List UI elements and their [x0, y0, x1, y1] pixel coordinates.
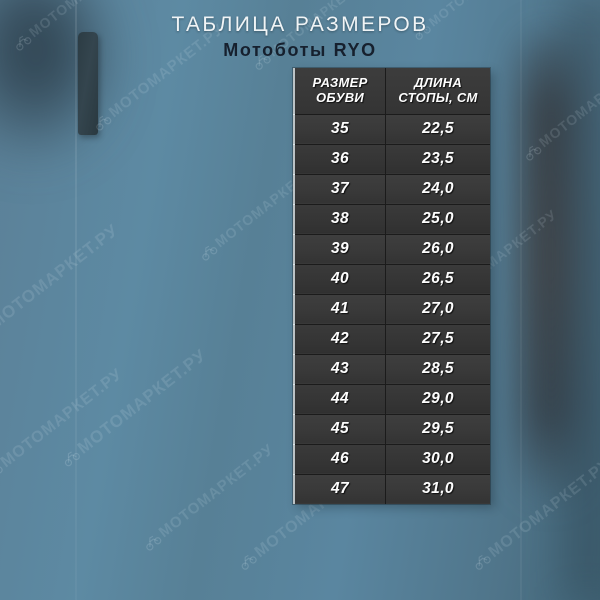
size-chart-table: РАЗМЕР ОБУВИ ДЛИНА СТОПЫ, СМ 35 22,5 36 23,…: [293, 68, 490, 504]
cell-foot-length: 28,5: [385, 354, 490, 385]
background-seam-left: [75, 0, 77, 600]
cell-foot-length: 29,5: [385, 414, 490, 445]
table-row: 37 24,0: [294, 174, 490, 205]
column-header-foot-length: ДЛИНА СТОПЫ, СМ: [385, 68, 490, 115]
background-edge-right: [566, 0, 600, 600]
cell-shoe-size: 40: [294, 264, 387, 295]
table-row: 41 27,0: [294, 294, 490, 325]
cell-shoe-size: 38: [294, 204, 387, 235]
table-row: 35 22,5: [294, 114, 490, 145]
cell-shoe-size: 45: [294, 414, 387, 445]
cell-shoe-size: 37: [294, 174, 387, 205]
column-header-foot-length-line1: ДЛИНА: [414, 75, 463, 91]
table-row: 47 31,0: [294, 474, 490, 504]
cell-shoe-size: 39: [294, 234, 387, 265]
table-header-row: РАЗМЕР ОБУВИ ДЛИНА СТОПЫ, СМ: [294, 68, 490, 115]
cell-foot-length: 23,5: [385, 144, 490, 175]
background-shadow-right: [520, 30, 582, 500]
table-row: 42 27,5: [294, 324, 490, 355]
cell-foot-length: 27,0: [385, 294, 490, 325]
cell-foot-length: 31,0: [385, 474, 490, 504]
table-row: 44 29,0: [294, 384, 490, 415]
column-header-foot-length-line2: СТОПЫ, СМ: [398, 89, 478, 105]
cell-foot-length: 29,0: [385, 384, 490, 415]
cell-shoe-size: 36: [294, 144, 387, 175]
table-row: 46 30,0: [294, 444, 490, 475]
boot-buckle-strap: [78, 32, 98, 135]
cell-shoe-size: 46: [294, 444, 387, 475]
cell-shoe-size: 47: [294, 474, 387, 504]
cell-shoe-size: 41: [294, 294, 387, 325]
column-header-shoe-size: РАЗМЕР ОБУВИ: [294, 68, 387, 115]
cell-shoe-size: 43: [294, 354, 387, 385]
table-row: 39 26,0: [294, 234, 490, 265]
table-row: 43 28,5: [294, 354, 490, 385]
background-seam-right: [520, 0, 522, 600]
cell-foot-length: 25,0: [385, 204, 490, 235]
cell-shoe-size: 42: [294, 324, 387, 355]
column-header-shoe-size-line2: ОБУВИ: [316, 89, 365, 105]
cell-shoe-size: 44: [294, 384, 387, 415]
table-row: 40 26,5: [294, 264, 490, 295]
cell-foot-length: 30,0: [385, 444, 490, 475]
page-subtitle: Мотоботы RYO: [223, 40, 377, 60]
cell-foot-length: 26,0: [385, 234, 490, 265]
cell-foot-length: 27,5: [385, 324, 490, 355]
table-row: 38 25,0: [294, 204, 490, 235]
cell-shoe-size: 35: [294, 114, 387, 145]
cell-foot-length: 24,0: [385, 174, 490, 205]
table-row: 45 29,5: [294, 414, 490, 445]
table-body: 35 22,5 36 23,5 37 24,0 38 25,0 39 26,0 40 26,5 41 27…: [294, 114, 490, 504]
column-header-shoe-size-line1: РАЗМЕР: [312, 75, 368, 91]
table-header: РАЗМЕР ОБУВИ ДЛИНА СТОПЫ, СМ: [294, 68, 490, 115]
cell-foot-length: 26,5: [385, 264, 490, 295]
page-title: ТАБЛИЦА РАЗМЕРОВ: [171, 13, 429, 36]
table-row: 36 23,5: [294, 144, 490, 175]
cell-foot-length: 22,5: [385, 114, 490, 145]
